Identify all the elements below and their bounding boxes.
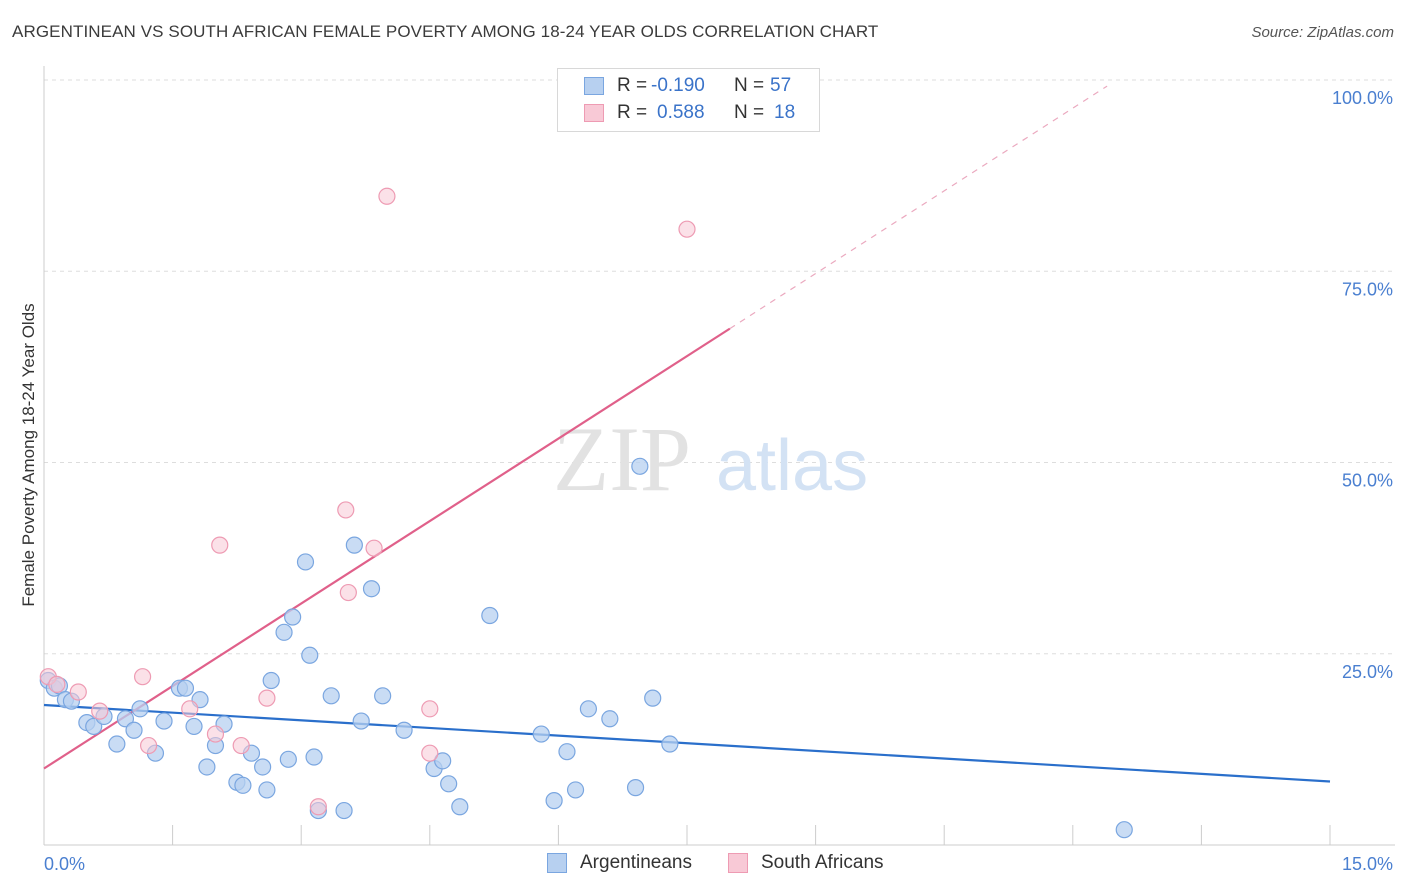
chart-title: ARGENTINEAN VS SOUTH AFRICAN FEMALE POVE… xyxy=(12,22,879,41)
argentineans-point xyxy=(125,721,143,739)
legend-r-key: R = xyxy=(617,75,648,96)
argentineans-point xyxy=(532,725,550,743)
argentineans-point xyxy=(362,580,381,598)
y-tick-label: 25.0% xyxy=(1342,662,1393,682)
argentineans-point xyxy=(644,689,662,707)
legend-row-south-africans: R = 0.588 N = 18 xyxy=(558,100,819,128)
argentineans-point xyxy=(481,606,499,625)
argentineans-point xyxy=(301,646,319,664)
south-africans-point xyxy=(181,700,199,718)
south-africans-trend-extension xyxy=(729,85,1108,330)
source-label: Source: ZipAtlas.com xyxy=(1251,24,1394,41)
south-africans-point xyxy=(232,736,250,755)
legend-n-key: N = xyxy=(734,102,765,123)
argentineans-point xyxy=(626,779,645,797)
legend-n-value: 18 xyxy=(774,102,796,123)
argentineans-point xyxy=(305,748,323,766)
argentineans-point xyxy=(434,752,452,770)
axes xyxy=(43,66,1395,846)
argentineans-point xyxy=(558,743,576,761)
argentineans-point xyxy=(661,735,679,753)
x-tick-label: 15.0% xyxy=(1342,854,1393,874)
south-africans-point xyxy=(133,668,152,686)
argentineans-point xyxy=(262,671,280,690)
argentineans-point xyxy=(234,776,252,794)
argentineans-point xyxy=(440,775,458,793)
argentineans-point xyxy=(85,717,103,736)
y-tick-label: 100.0% xyxy=(1332,88,1393,108)
argentineans-point xyxy=(258,781,276,799)
argentineans-point xyxy=(335,801,353,820)
tick-labels: 25.0% 50.0% 75.0% 100.0% 0.0% 15.0% xyxy=(44,88,1393,874)
legend-swatch-argentineans xyxy=(584,77,604,95)
argentineans-point xyxy=(254,758,272,776)
argentineans-point xyxy=(345,536,363,554)
watermark-zip: ZIP xyxy=(553,408,691,510)
y-tick-label: 50.0% xyxy=(1342,471,1393,491)
argentineans-point xyxy=(1115,821,1133,839)
legend-n-key: N = xyxy=(734,75,765,96)
argentineans-point xyxy=(451,798,469,816)
grid-lines xyxy=(44,79,1395,655)
argentineans-point xyxy=(284,608,302,626)
argentineans-point xyxy=(322,687,340,705)
legend-r-value: 0.588 xyxy=(657,102,705,123)
argentineans-point xyxy=(155,712,173,730)
argentineans-point xyxy=(108,735,126,753)
south-africans-point xyxy=(365,539,383,557)
south-africans-point xyxy=(48,675,66,693)
argentineans-point xyxy=(198,758,216,776)
watermark: ZIP atlas xyxy=(553,408,868,510)
y-tick-label: 75.0% xyxy=(1342,279,1393,299)
argentineans-point xyxy=(374,687,392,705)
data-points xyxy=(39,187,1133,839)
south-africans-point xyxy=(337,501,355,519)
argentineans-point xyxy=(185,717,203,736)
x-tick-label: 0.0% xyxy=(44,854,85,874)
argentineans-point xyxy=(579,700,598,718)
legend-r-key: R = xyxy=(617,102,648,123)
south-africans-point xyxy=(139,736,158,755)
south-africans-point xyxy=(69,683,87,701)
south-africans-point xyxy=(378,187,396,205)
south-africans-point xyxy=(258,689,276,707)
argentineans-point xyxy=(352,712,370,730)
legend-swatch-south-africans xyxy=(584,104,604,122)
legend-n-value: 57 xyxy=(770,75,792,96)
legend-label-argentineans: Argentineans xyxy=(580,852,692,873)
legend-swatch-argentineans xyxy=(547,853,567,873)
argentineans-point xyxy=(601,710,619,728)
south-africans-point xyxy=(421,744,439,762)
legend-swatch-south-africans xyxy=(728,853,748,873)
legend-label-south-africans: South Africans xyxy=(761,852,884,873)
south-africans-trend-line xyxy=(43,327,731,770)
correlation-legend: R = -0.190 N = 57 R = 0.588 N = 18 xyxy=(557,68,820,132)
argentineans-point xyxy=(116,710,135,728)
y-axis-label: Female Poverty Among 18-24 Year Olds xyxy=(19,303,38,606)
argentineans-point xyxy=(545,792,563,810)
argentineans-point xyxy=(176,679,195,697)
south-africans-point xyxy=(206,725,225,743)
watermark-atlas: atlas xyxy=(716,426,868,506)
argentineans-point xyxy=(275,623,293,641)
argentineans-point xyxy=(566,781,585,799)
argentineans-trend-line xyxy=(43,703,1331,783)
argentineans-point xyxy=(131,700,149,718)
argentineans-point xyxy=(296,553,315,571)
south-africans-point xyxy=(339,583,357,602)
south-africans-point xyxy=(309,798,327,816)
legend-r-value: -0.190 xyxy=(651,75,705,96)
argentineans-point xyxy=(631,457,649,475)
south-africans-point xyxy=(211,536,229,554)
south-africans-point xyxy=(91,702,109,720)
argentineans-point xyxy=(279,750,297,768)
south-africans-point xyxy=(421,700,439,718)
trend-lines xyxy=(43,85,1331,783)
south-africans-point xyxy=(678,220,696,238)
legend-row-argentineans: R = -0.190 N = 57 xyxy=(558,73,819,101)
argentineans-point xyxy=(395,721,413,739)
